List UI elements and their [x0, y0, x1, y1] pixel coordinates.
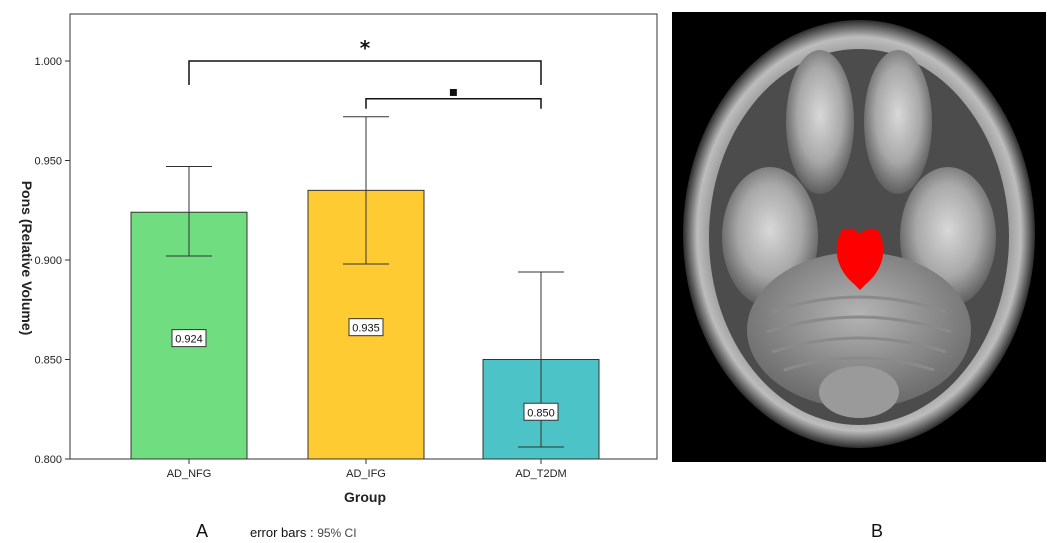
error-bars — [166, 116, 564, 448]
error-bars-note-value: 95% CI — [317, 526, 357, 540]
significance-bracket — [365, 98, 542, 109]
data-labels: 0.924 0.935 0.850 — [171, 318, 559, 421]
data-label: 0.924 — [175, 334, 203, 346]
y-tick-label: 1.000 — [34, 56, 62, 68]
error-bars-note: error bars : 95% CI — [250, 525, 357, 540]
significance-marker: ▪ — [449, 84, 459, 100]
significance-marker: * — [360, 36, 371, 60]
x-tick-label: AD_T2DM — [515, 468, 566, 480]
panel-label-a: A — [196, 521, 209, 541]
x-axis: AD_NFG AD_IFG AD_T2DM — [167, 459, 567, 480]
y-tick-label: 0.950 — [34, 156, 62, 168]
x-tick-label: AD_NFG — [167, 468, 212, 480]
bar-chart: 0.800 0.850 0.900 0.950 1.000 0.924 0.935 0.85… — [19, 13, 658, 505]
y-tick-label: 0.850 — [34, 355, 62, 367]
significance-brackets: *▪ — [188, 36, 542, 109]
occipital-region — [819, 366, 899, 418]
data-label-box — [171, 329, 207, 348]
y-axis-title: Pons (Relative Volume) — [19, 181, 35, 336]
data-label-box — [348, 318, 384, 337]
data-label: 0.935 — [352, 323, 380, 335]
brain-mri-image — [672, 12, 1046, 462]
x-axis-title: Group — [344, 489, 386, 505]
frontal-lobe-right — [864, 50, 932, 194]
cerebellum — [747, 252, 971, 408]
y-axis: 0.800 0.850 0.900 0.950 1.000 — [34, 56, 70, 466]
frontal-lobe-left — [786, 50, 854, 194]
cerebellum-folia — [766, 295, 952, 372]
significance-bracket — [188, 60, 542, 85]
y-tick-label: 0.900 — [34, 255, 62, 267]
error-bars-note-label: error bars : — [250, 525, 314, 540]
data-label: 0.850 — [527, 407, 555, 419]
data-label-box — [523, 402, 559, 421]
y-tick-label: 0.800 — [34, 454, 62, 466]
pons-roi — [836, 228, 884, 290]
panel-label-b: B — [871, 521, 884, 541]
x-tick-label: AD_IFG — [346, 468, 386, 480]
